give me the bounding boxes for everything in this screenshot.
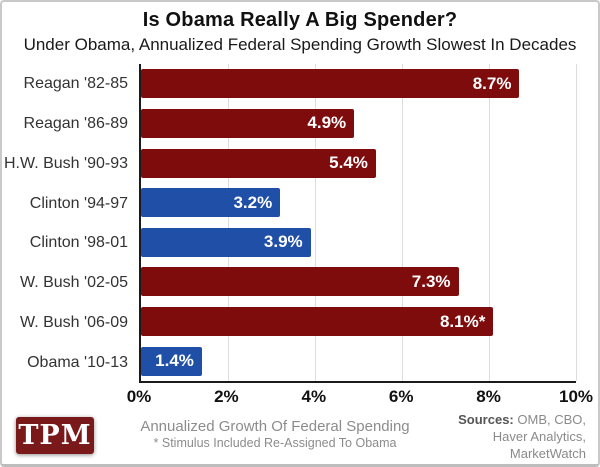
category-label: Reagan '82-85 [23, 74, 128, 92]
category-label: Clinton '98-01 [29, 234, 128, 252]
bar-row: 7.3% [141, 262, 576, 302]
bar-Reagan '86-89: 4.9% [141, 108, 355, 138]
bar-row: 1.4% [141, 341, 576, 381]
category-label: Obama '10-13 [27, 354, 128, 372]
bar-value-label: 4.9% [307, 113, 347, 133]
bar-value-label: 8.1%* [439, 311, 486, 331]
tpm-logo: TPM [16, 417, 94, 454]
caption-line1: Annualized Growth Of Federal Spending [140, 418, 410, 435]
category-labels: Reagan '82-85 Reagan '86-89 H.W. Bush '90-… [2, 64, 128, 383]
bar-W. Bush '06-09: 8.1%* [141, 307, 494, 337]
bar-Clinton '98-01: 3.9% [141, 227, 311, 257]
x-tick-label: 4% [301, 387, 327, 406]
bar-row: 5.4% [141, 143, 576, 183]
chart-title: Is Obama Really A Big Spender? [142, 9, 458, 31]
x-tick-label: 10% [558, 387, 594, 406]
bar-Obama '10-13: 1.4% [141, 346, 202, 376]
gridline [576, 64, 577, 381]
bar-row: 8.7% [141, 64, 576, 104]
category-label: W. Bush '02-05 [20, 274, 128, 292]
bar-value-label: 3.2% [233, 192, 273, 212]
footer-caption: Annualized Growth Of Federal Spending * … [122, 418, 428, 450]
sources-line2: Haver Analytics, [492, 428, 586, 444]
bar-row: 4.9% [141, 104, 576, 144]
x-tick-label: 0% [126, 387, 152, 406]
plot-area: 8.7% 4.9% 5.4% 3.2% 3.9% 7.3% 8.1%* 1.4% [139, 64, 577, 383]
category-label: Reagan '86-89 [23, 114, 128, 132]
bar-value-label: 7.3% [411, 271, 451, 291]
bar-value-label: 3.9% [263, 232, 303, 252]
category-label: W. Bush '06-09 [20, 314, 128, 332]
gridline [228, 64, 229, 381]
sources-block: Sources: OMB, CBO, Haver Analytics, Mark… [458, 412, 586, 463]
bar-Reagan '82-85: 8.7% [141, 69, 520, 99]
x-tick-label: 6% [388, 387, 414, 406]
sources-rest: OMB, CBO, [513, 412, 586, 427]
sources-line1: Sources: OMB, CBO, [458, 412, 586, 429]
x-axis-ticks: 0% 2% 4% 6% 8% 10% [2, 387, 598, 409]
bar-value-label: 5.4% [329, 153, 368, 173]
bar-value-label: 8.7% [472, 73, 512, 93]
bar-value-label: 1.4% [155, 351, 194, 371]
sources-line3: MarketWatch [509, 445, 586, 461]
category-label: Clinton '94-97 [29, 194, 128, 212]
bar-row: 3.2% [141, 183, 576, 223]
x-tick-label: 8% [476, 387, 501, 406]
category-label: H.W. Bush '90-93 [4, 154, 128, 172]
bar-row: 8.1%* [141, 302, 576, 342]
bars-container: 8.7% 4.9% 5.4% 3.2% 3.9% 7.3% 8.1%* 1.4% [141, 64, 576, 381]
gridline [489, 64, 490, 381]
caption-line2: * Stimulus Included Re-Assigned To Obama [153, 436, 397, 450]
bar-H.W. Bush '90-93: 5.4% [141, 148, 376, 178]
gridline [402, 64, 403, 381]
chart-subtitle: Under Obama, Annualized Federal Spending… [23, 35, 577, 54]
bar-row: 3.9% [141, 223, 576, 263]
footer: TPM Annualized Growth Of Federal Spendin… [2, 410, 598, 462]
x-tick-label: 2% [214, 387, 239, 406]
bar-Clinton '94-97: 3.2% [141, 188, 281, 218]
sources-label: Sources: [458, 412, 514, 427]
bar-W. Bush '02-05: 7.3% [141, 267, 459, 297]
gridline [315, 64, 316, 381]
